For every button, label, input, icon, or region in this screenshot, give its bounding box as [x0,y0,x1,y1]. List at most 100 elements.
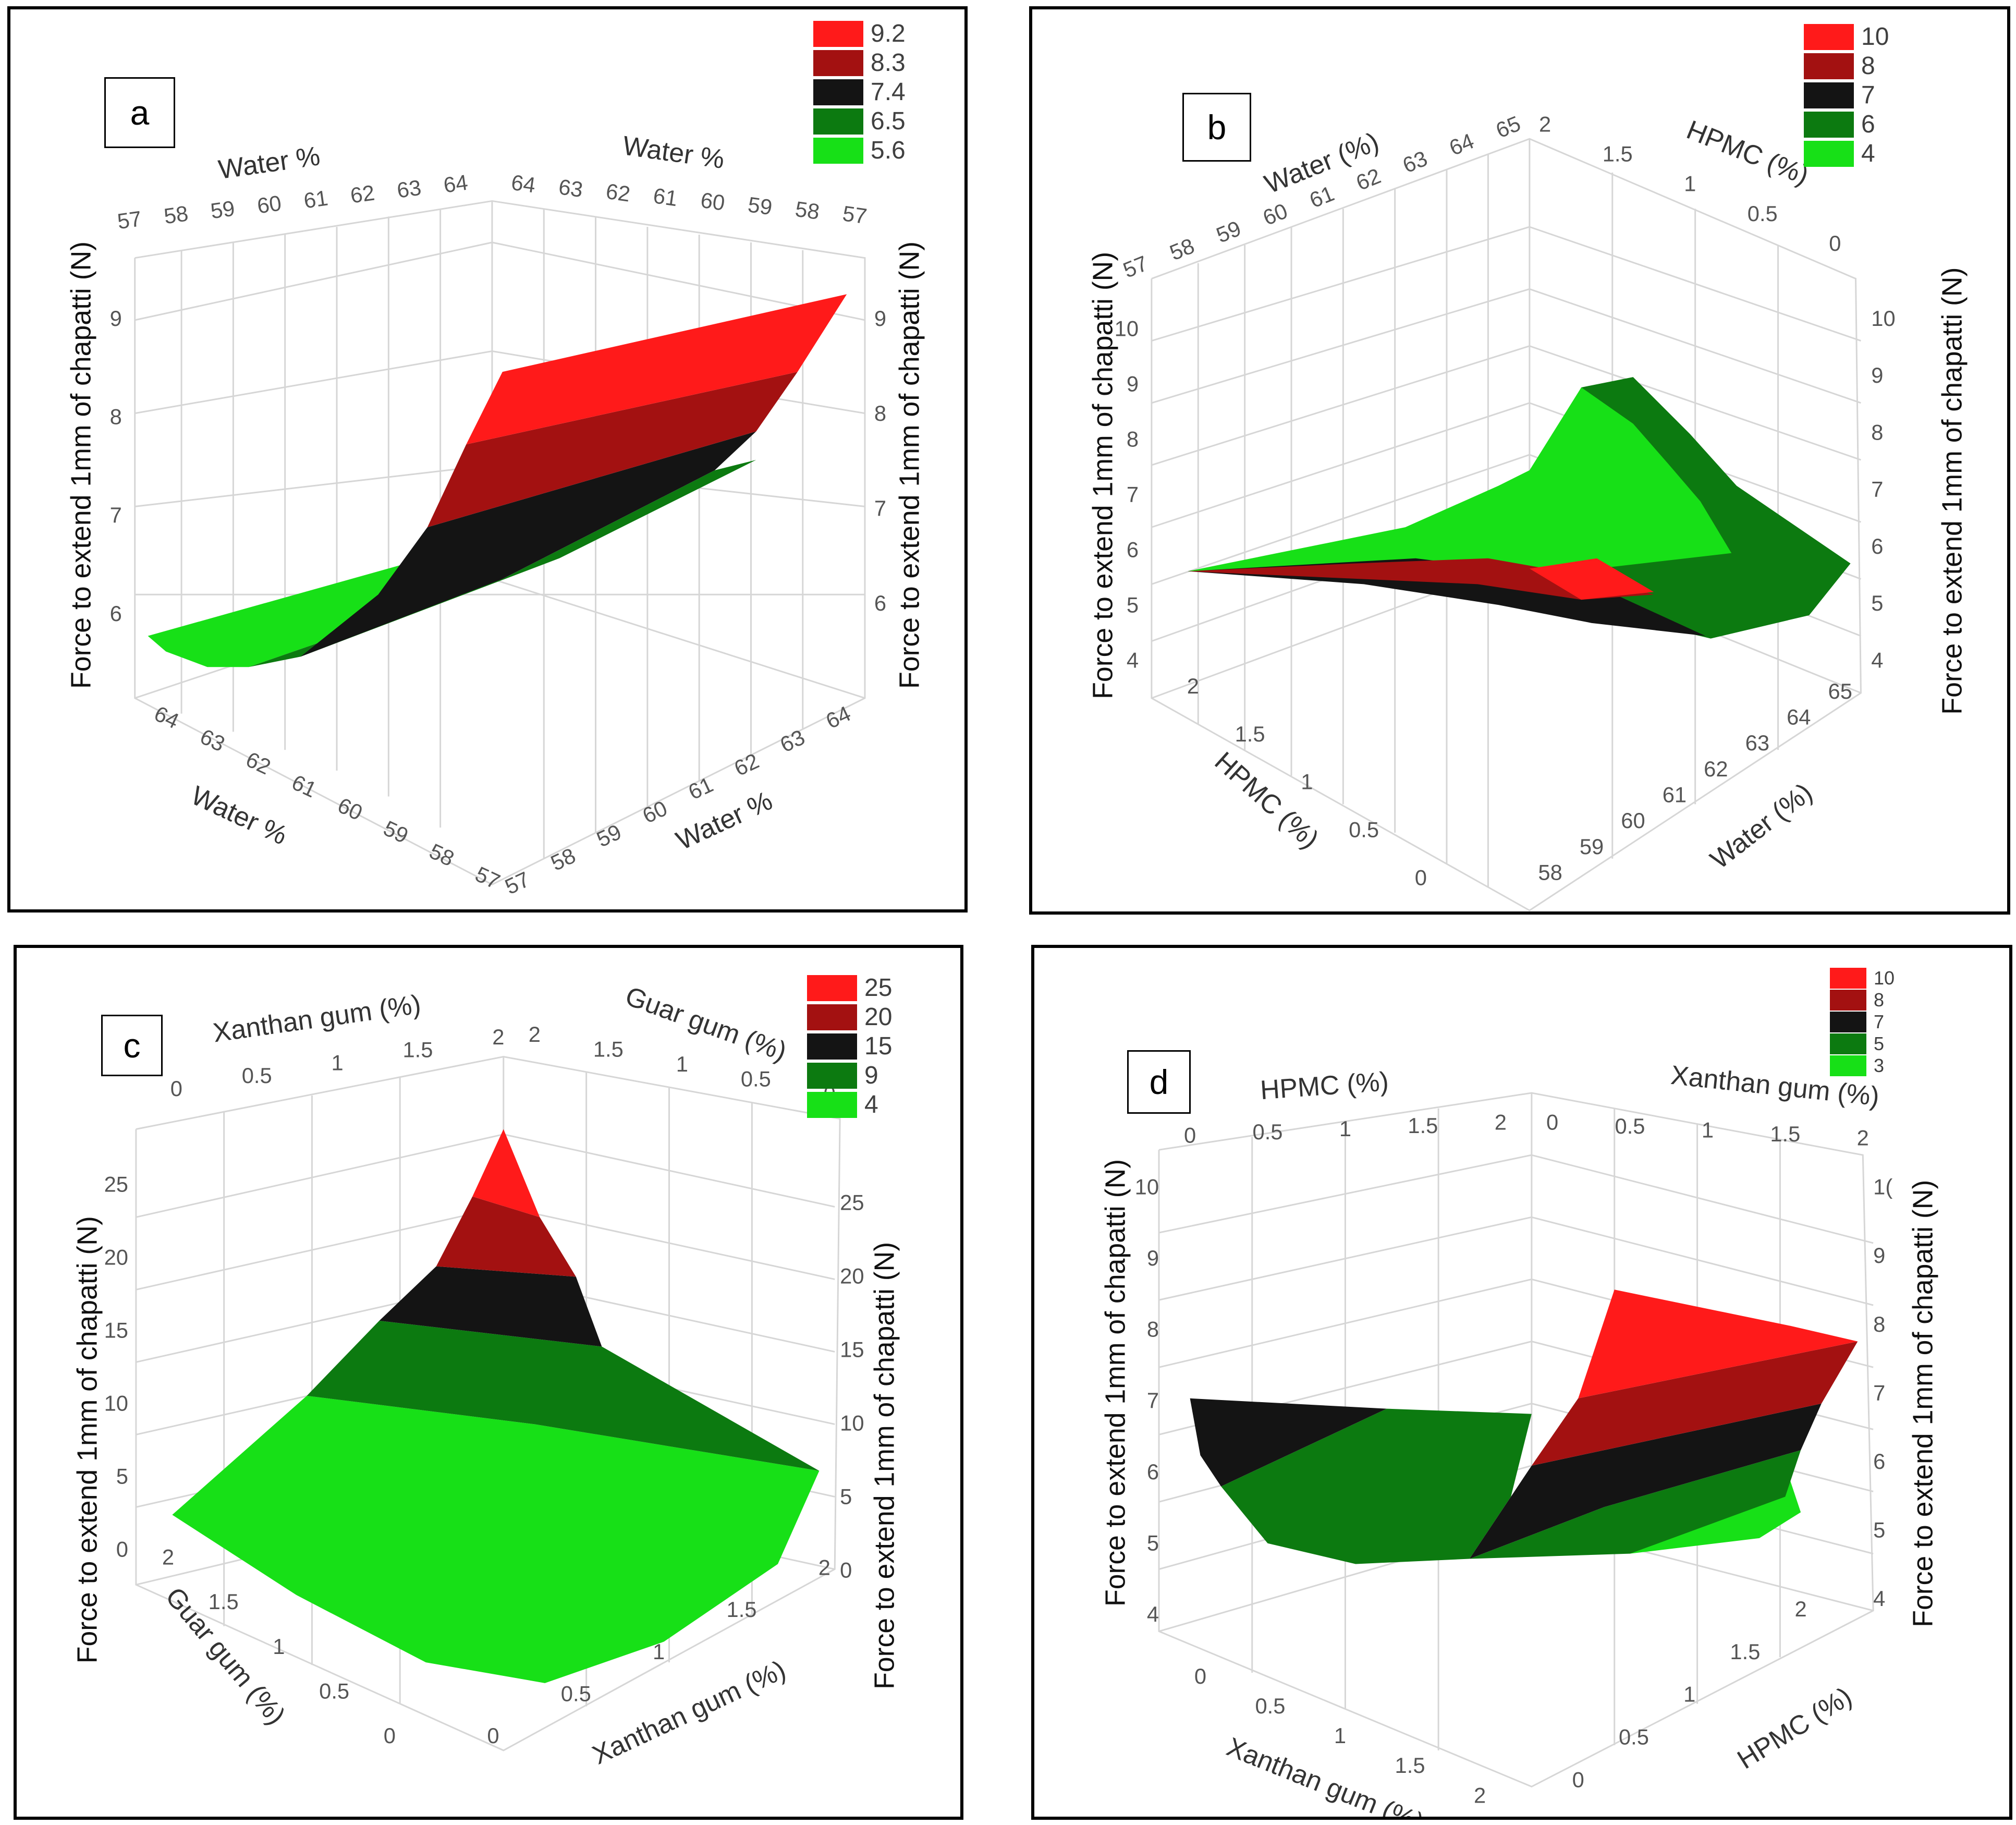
surface-a-band-8.3 [427,372,798,528]
front-left-tick-label: 0 [384,1723,396,1748]
back-right-axis-title: Water % [621,130,726,174]
legend-item: 4 [1804,141,1889,167]
back-right-tick-label: 0 [1546,1110,1558,1135]
z-left-tick-label: 4 [1147,1602,1159,1626]
legend-item: 8.3 [813,50,906,76]
legend-label: 10 [1861,23,1889,51]
back-right-tick-label: 61 [652,183,679,211]
back-left-axis-title: Water % [216,140,322,185]
legend-label: 9.2 [871,20,906,47]
back-left-tick-label: 65 [1493,111,1524,143]
z-left-tick-label: 5 [1147,1530,1159,1555]
z-left-axis-title: Force to extend 1mm of chapatti (N) [72,1216,103,1663]
front-left-tick-label: 58 [426,838,458,871]
legend-item: 10 [1830,968,1895,989]
surface-b-band-4 [1188,387,1732,579]
z-left-tick-label: 9 [110,306,122,331]
front-right-tick-label: 62 [730,748,763,781]
back-right-tick-label: 2 [1857,1125,1869,1150]
legend-label: 5.6 [871,137,906,164]
surface-d-bands [1190,1289,1858,1564]
front-right-tick-label: 59 [593,819,625,851]
back-right-tick-label: 59 [747,192,774,220]
z-left-tick-label: 7 [1147,1388,1159,1413]
front-left-tick-label: 1.5 [209,1589,239,1614]
back-right-tick-label: 64 [510,170,537,198]
surface-d-band-5-right [1469,1450,1801,1559]
front-left-tick-label: 2 [1187,674,1199,698]
front-left-tick-label: 59 [380,816,412,848]
back-right-tick-label: 1 [1702,1117,1714,1142]
z-right-tick-label: 6 [874,591,886,615]
z-left-tick-label: 8 [1147,1317,1159,1342]
back-left-tick-label: 60 [255,190,283,218]
z-right-tick-label: 8 [874,401,886,425]
z-right-axis-title: Force to extend 1mm of chapatti (N) [894,241,925,689]
back-left-tick-label: 64 [1446,128,1477,160]
legend-label: 8 [1874,989,1885,1011]
legend-swatch [1804,141,1854,167]
front-left-tick-label: 2 [162,1545,174,1570]
legend-label: 8 [1861,52,1875,80]
front-left-tick-label: 0 [1415,865,1427,890]
back-left-tick-label: 58 [1166,233,1198,265]
legend-swatch [1830,1012,1866,1032]
z-right-tick-label: 5 [1871,591,1883,615]
back-left-tick-label: 62 [349,180,376,208]
front-left-tick-label: 0.5 [1255,1694,1285,1718]
surface-plot-d: 0 0.5 1 1.5 2 0 0.5 1 1.5 2 0 0.5 1 1.5 2 0 0.5 1 1.5 2 4 5 6 7… [1100,1060,1939,1817]
front-right-tick-label: 1 [1683,1682,1695,1707]
legend-swatch [813,108,863,135]
back-right-tick-label: 63 [557,174,584,202]
legend-label: 15 [864,1032,893,1060]
back-right-axis-title: HPMC (%) [1682,114,1813,190]
legend-swatch [813,21,863,47]
z-right-axis-title: Force to extend 1mm of chapatti (N) [1936,267,1968,715]
z-right-tick-label: 8 [1871,420,1883,444]
back-left-tick-label: 58 [162,201,189,228]
legend-item: 15 [807,1033,892,1060]
surface-a-bands [148,294,847,667]
front-right-tick-label: 60 [1621,808,1645,833]
front-left-tick-label: 0.5 [1349,818,1379,842]
front-right-tick-label: 61 [1663,783,1687,807]
front-right-tick-label: 2 [818,1555,830,1579]
z-left-tick-label: 7 [110,503,122,527]
back-right-tick-label: 0 [1829,231,1841,256]
z-left-tick-label: 9 [1127,372,1139,396]
z-left-tick-label: 5 [1127,592,1139,617]
legend-swatch [807,1004,857,1030]
legend-swatch [1804,53,1854,79]
legend-swatch [807,1092,857,1118]
chart-panel-a: 57 58 59 60 61 62 63 64 64 63 62 61 60 59 58 57 64 63 62 61… [7,6,968,913]
legend-item: 3 [1830,1055,1895,1076]
z-right-tick-label: 20 [840,1263,864,1288]
front-right-tick-label: 1.5 [1730,1639,1760,1664]
legend-label: 8.3 [871,49,906,77]
surface-b-band-7 [1188,558,1706,636]
front-right-tick-label: 61 [685,772,717,804]
legend-label: 6.5 [871,107,906,135]
front-right-tick-label: 0.5 [1619,1725,1649,1749]
front-left-tick-label: 61 [288,770,321,802]
legend-item: 7 [1804,82,1889,108]
back-right-tick-label: 60 [699,188,726,215]
panel-tag-b: b [1182,93,1251,162]
back-left-tick-label: 62 [1352,163,1384,195]
back-left-tick-label: 63 [1399,146,1431,178]
legend-item: 6 [1804,112,1889,138]
legend-label: 4 [1861,140,1875,167]
z-right-axis-title: Force to extend 1mm of chapatti (N) [1908,1180,1939,1627]
legend-b: 10 8 7 6 4 [1804,24,1889,167]
back-right-tick-label: 1 [676,1052,688,1076]
legend-item: 9.2 [813,21,906,47]
z-right-tick-label: 7 [1871,477,1883,502]
back-right-axis-title: Guar gum (%) [621,980,790,1066]
front-left-tick-label: 1.5 [1235,722,1265,746]
legend-swatch [1804,112,1854,138]
z-right-tick-label: 9 [874,306,886,331]
back-left-tick-label: 57 [116,206,143,234]
z-right-tick-label: 5 [840,1484,852,1508]
z-left-tick-label: 10 [104,1391,128,1416]
z-left-tick-label: 10 [1135,1175,1159,1199]
